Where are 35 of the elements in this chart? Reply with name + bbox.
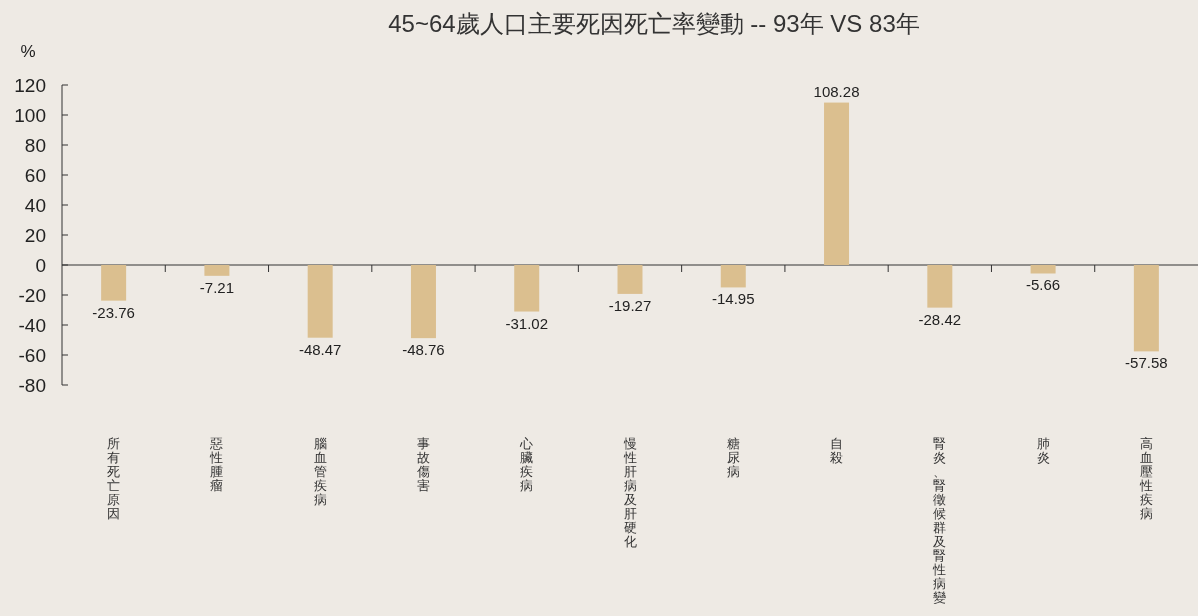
x-tick-label: 高血壓性疾病 (1138, 436, 1153, 521)
y-tick-label: -60 (18, 345, 46, 366)
y-tick-label: 40 (24, 195, 46, 216)
x-tick-label: 腦血管疾病 (313, 436, 327, 507)
x-tick-label: 糖尿病 (726, 436, 740, 479)
y-tick-label: 20 (24, 225, 46, 246)
data-label: -48.47 (298, 340, 342, 358)
y-tick-label: 0 (35, 255, 46, 276)
data-label: -14.95 (712, 290, 755, 308)
data-label: -5.66 (1025, 276, 1061, 294)
category-label: 腎炎、腎徵候群及腎性病變 (933, 436, 947, 605)
y-tick-label: 120 (14, 75, 46, 96)
data-label: -19.27 (608, 296, 652, 314)
data-label: -57.58 (1125, 354, 1168, 372)
data-label: -7.21 (199, 278, 235, 296)
y-tick-label: 80 (24, 135, 46, 156)
y-tick-label: -40 (18, 315, 46, 336)
y-tick-label: -80 (18, 375, 46, 396)
y-tick-label: 60 (24, 165, 46, 186)
x-tick-label: 心臟疾病 (519, 436, 534, 493)
y-tick-label: -20 (18, 285, 46, 306)
data-label: 108.28 (813, 82, 860, 100)
data-label: -48.76 (402, 341, 445, 359)
y-tick-label: 100 (14, 105, 46, 126)
x-tick-label: 肺炎 (1036, 436, 1050, 465)
data-label: -31.02 (505, 314, 548, 332)
x-tick-label: 所有死亡原因 (107, 436, 121, 521)
data-label: -23.76 (92, 303, 135, 321)
x-tick-label: 惡性腫瘤 (209, 436, 224, 493)
y-axis-title: % (20, 42, 36, 61)
chart-title: 45~64歲人口主要死因死亡率變動 -- 93年 VS 83年 (388, 10, 920, 37)
x-tick-label: 自殺 (830, 436, 844, 465)
x-tick-label: 事故傷害 (415, 436, 430, 493)
data-label: -28.42 (918, 310, 962, 328)
x-tick-label: 慢性肝病及肝硬化 (622, 436, 637, 549)
